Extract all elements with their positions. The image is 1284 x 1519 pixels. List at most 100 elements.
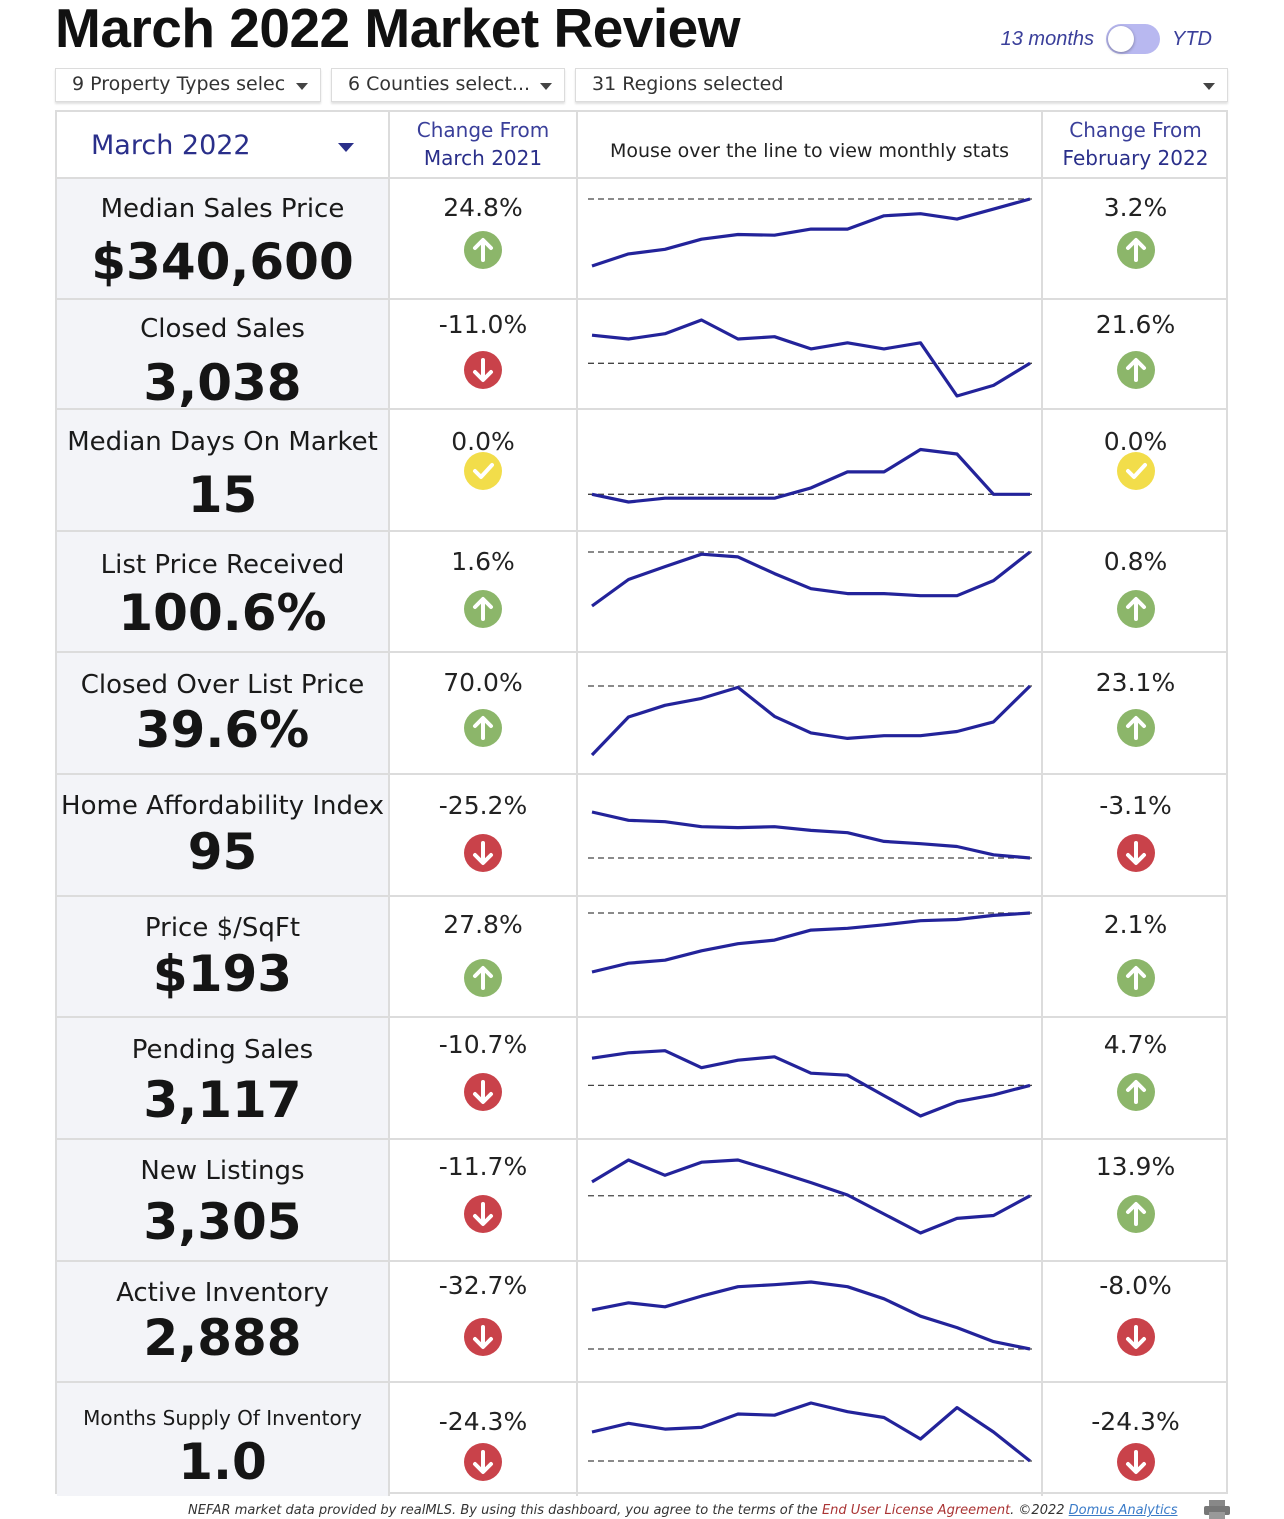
mom-change-percent: 0.8% (1103, 547, 1168, 576)
arrow-down-icon (1116, 834, 1155, 872)
sparkline-series[interactable] (591, 810, 1031, 860)
arrow-up-icon (1116, 231, 1155, 269)
sparkline-cell (578, 775, 1043, 897)
period-toggle[interactable] (1106, 24, 1160, 54)
sparkline-chart[interactable] (578, 1262, 1043, 1383)
month-select-label: March 2022 (91, 130, 251, 161)
sparkline-series[interactable] (590, 684, 1032, 757)
print-icon[interactable] (1204, 1500, 1230, 1519)
page-title: March 2022 Market Review (55, 0, 741, 59)
arrow-up-icon (1116, 959, 1155, 997)
sparkline-series[interactable] (591, 197, 1031, 268)
sparkline-chart[interactable] (578, 897, 1043, 1018)
sparkline-series[interactable] (591, 1158, 1031, 1235)
metric-value: 95 (187, 823, 258, 881)
toggle-label-ytd[interactable]: YTD (1172, 27, 1212, 50)
regions-select-label: 31 Regions selected (592, 73, 784, 95)
change-from-label: Change From (1069, 118, 1202, 142)
metric-value: $193 (152, 945, 293, 1003)
sparkline-chart[interactable] (578, 1018, 1043, 1140)
sparkline-series[interactable] (591, 550, 1031, 608)
sparkline-chart[interactable] (578, 1140, 1043, 1262)
yoy-change-percent: -10.7% (438, 1030, 528, 1059)
sparkline-cell (578, 410, 1043, 532)
mom-change-cell: 0.0% (1043, 410, 1228, 532)
yoy-change-cell: -25.2% (390, 775, 578, 897)
yoy-change-percent: -24.3% (438, 1407, 528, 1436)
sparkline-chart[interactable] (578, 775, 1043, 897)
sparkline-chart[interactable] (578, 410, 1043, 532)
yoy-change-cell: -11.0% (390, 300, 578, 410)
toggle-label-13-months[interactable]: 13 months (1000, 27, 1094, 50)
metric-label-cell: Active Inventory 2,888 (57, 1262, 390, 1383)
arrow-down-icon (464, 1318, 502, 1356)
eula-link[interactable]: End User License Agreement (821, 1503, 1011, 1518)
toggle-knob[interactable] (1108, 26, 1134, 52)
sparkline-series[interactable] (591, 1401, 1031, 1463)
mom-change-cell: 4.7% (1043, 1018, 1228, 1140)
sparkline-chart[interactable] (578, 300, 1043, 410)
arrow-up-icon (464, 709, 502, 747)
metric-label-cell: Closed Sales 3,038 (57, 300, 390, 410)
property-types-select-label: 9 Property Types selec (72, 73, 286, 95)
checkmark-icon (1116, 452, 1155, 490)
metric-label: Price $/SqFt (144, 913, 301, 943)
property-types-select[interactable]: 9 Property Types selec (55, 68, 321, 102)
metric-label: New Listings (140, 1156, 305, 1186)
sparkline-cell (578, 300, 1043, 410)
mom-change-percent: 13.9% (1095, 1152, 1176, 1181)
metric-label-cell: Home Affordability Index 95 (57, 775, 390, 897)
sparkline-cell (578, 1262, 1043, 1383)
sparkline-cell (578, 897, 1043, 1018)
sparkline-chart[interactable] (578, 1383, 1043, 1496)
metric-label: Median Sales Price (100, 194, 345, 224)
metric-label-cell: New Listings 3,305 (57, 1140, 390, 1262)
yoy-change-cell: 27.8% (390, 897, 578, 1018)
yoy-change-percent: -11.0% (438, 310, 528, 339)
domus-analytics-link[interactable]: Domus Analytics (1068, 1503, 1178, 1518)
metric-label: Months Supply Of Inventory (83, 1406, 362, 1430)
metric-label: Closed Over List Price (80, 670, 365, 700)
sparkline-chart[interactable] (578, 532, 1043, 653)
month-select[interactable]: March 2022 (57, 112, 390, 179)
mom-change-percent: -24.3% (1091, 1407, 1180, 1436)
yoy-change-percent: -32.7% (438, 1271, 528, 1300)
arrow-up-icon (1116, 351, 1155, 389)
sparkline-chart[interactable] (578, 653, 1043, 775)
arrow-up-icon (464, 959, 502, 997)
metric-value: 1.0 (178, 1433, 267, 1491)
arrow-down-icon (464, 351, 502, 389)
arrow-up-icon (1116, 590, 1155, 628)
metric-value: 3,038 (143, 354, 302, 412)
mom-change-cell: 13.9% (1043, 1140, 1228, 1262)
metric-value: 2,888 (143, 1309, 302, 1367)
yoy-column-header: Change From March 2021 (390, 112, 578, 179)
mom-column-header: Change From February 2022 (1043, 112, 1228, 179)
arrow-down-icon (464, 1195, 502, 1233)
metric-label-cell: Price $/SqFt $193 (57, 897, 390, 1018)
metric-value: 3,117 (143, 1071, 302, 1129)
sparkline-series[interactable] (591, 911, 1031, 974)
sparkline-series[interactable] (591, 447, 1030, 504)
mom-change-percent: 2.1% (1103, 910, 1168, 939)
mom-change-cell: 0.8% (1043, 532, 1228, 653)
regions-select[interactable]: 31 Regions selected (575, 68, 1228, 102)
mom-change-cell: 21.6% (1043, 300, 1228, 410)
arrow-down-icon (464, 834, 502, 872)
metric-label-cell: Median Days On Market 15 (57, 410, 390, 532)
yoy-change-percent: -11.7% (438, 1152, 528, 1181)
sparkline-chart[interactable] (578, 179, 1043, 300)
mom-change-percent: 4.7% (1103, 1030, 1168, 1059)
arrow-down-icon (464, 1073, 502, 1111)
counties-select-label: 6 Counties select... (348, 73, 531, 95)
sparkline-series[interactable] (591, 318, 1031, 398)
footer-copyright: . ©2022 (1010, 1503, 1065, 1518)
yoy-change-cell: -32.7% (390, 1262, 578, 1383)
sparkline-series[interactable] (591, 1049, 1031, 1118)
metric-label: Active Inventory (116, 1278, 329, 1308)
counties-select[interactable]: 6 Counties select... (331, 68, 565, 102)
arrow-up-icon (464, 231, 502, 269)
metric-label-cell: Median Sales Price $340,600 (57, 179, 390, 300)
sparkline-series[interactable] (591, 1280, 1031, 1351)
yoy-change-percent: 1.6% (451, 547, 515, 576)
